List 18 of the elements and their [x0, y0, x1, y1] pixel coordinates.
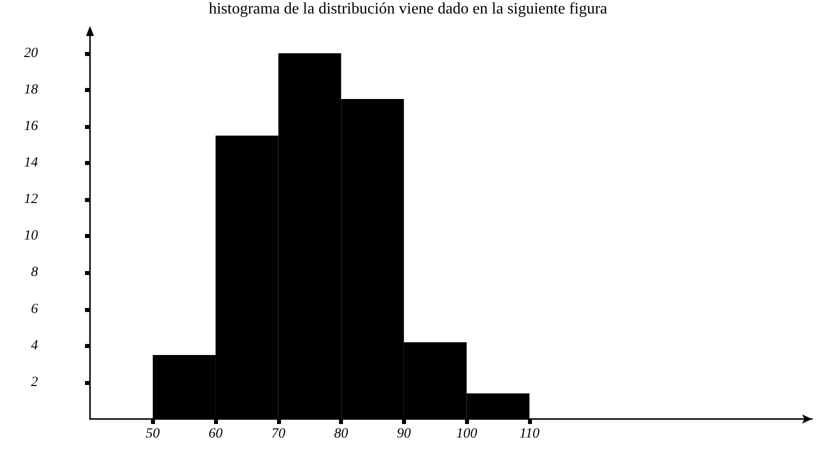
x-tick-label: 80: [334, 426, 348, 442]
x-tick-label: 50: [146, 426, 160, 442]
x-tick-label: 110: [519, 426, 540, 442]
y-tick-label: 6: [31, 302, 38, 317]
x-tick-label: 90: [396, 426, 411, 442]
x-tick-label: 60: [208, 426, 223, 442]
x-tick-label: 100: [456, 426, 478, 442]
y-tick-label: 20: [24, 46, 38, 61]
y-tick-label: 18: [24, 82, 38, 98]
chart-title: histograma de la distribución viene dado en la siguiente figura: [208, 0, 608, 18]
y-tick-label: 10: [24, 228, 38, 244]
y-tick-label: 4: [31, 338, 38, 354]
y-tick-label: 14: [24, 156, 38, 170]
x-tick-label: 70: [271, 426, 286, 442]
y-tick-label: 12: [24, 192, 38, 208]
y-tick-label: 2: [31, 374, 38, 390]
y-tick-label: 8: [31, 265, 38, 280]
y-tick-label: 16: [24, 118, 38, 134]
